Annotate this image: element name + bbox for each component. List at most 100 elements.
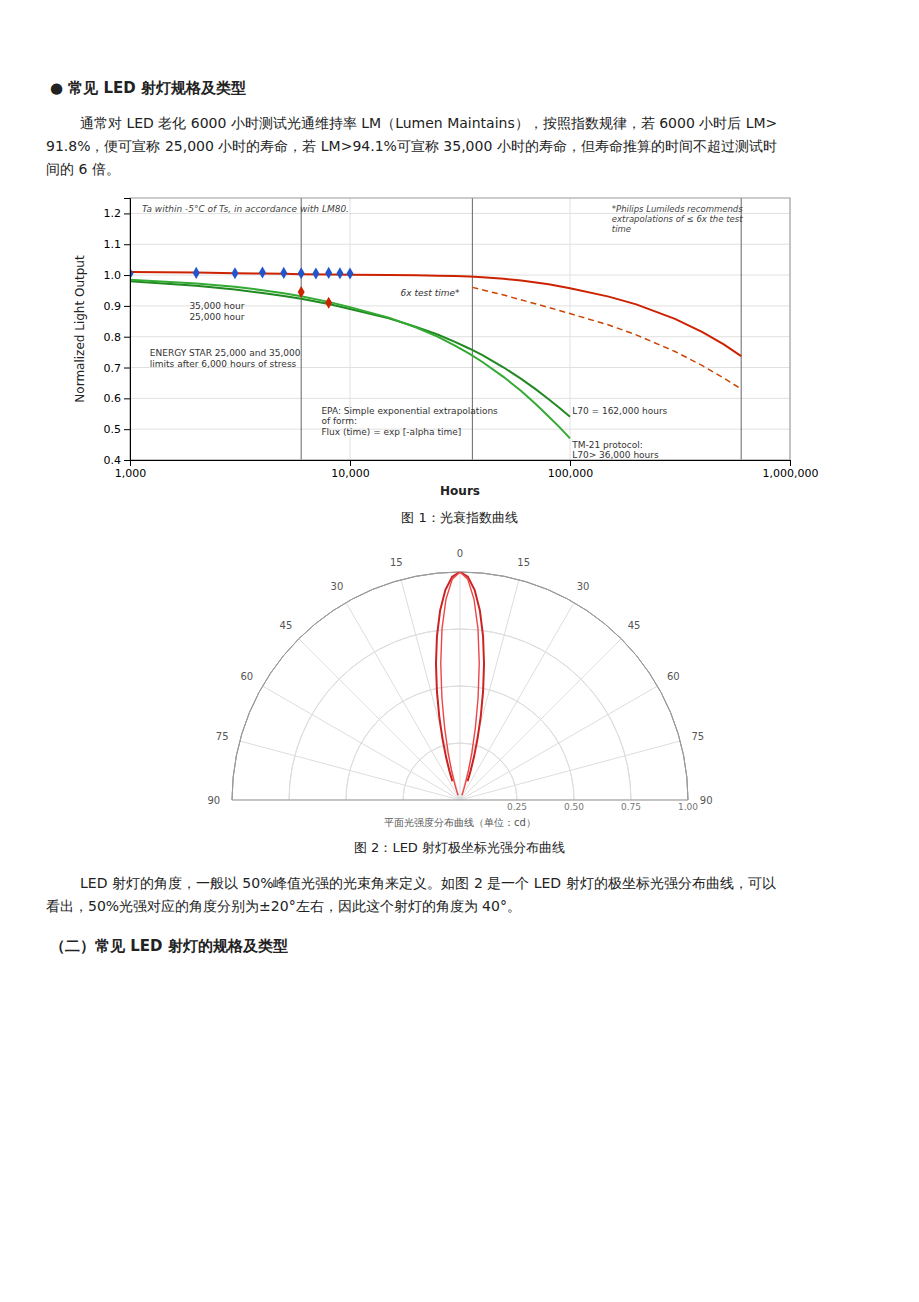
tick-label: 0.7 [104,362,122,375]
tick-label: 1.00 [678,802,698,812]
heading: ● 常见 LED 射灯规格及类型 [50,79,246,97]
grid-spoke [263,686,460,800]
tick-mark [124,337,130,338]
tick-label: 60 [667,671,680,682]
polar-line [441,572,479,795]
tick-label: 60 [240,671,253,682]
grid-line-y [130,336,790,337]
line-series [130,280,570,439]
scatter-point [347,267,354,279]
paragraph-line: 间的 6 倍。 [46,161,120,177]
section-title: （二）常见 LED 射灯的规格及类型 [50,937,288,955]
tick-label: 0.75 [621,802,641,812]
axis-title: 平面光强度分布曲线（单位：cd） [384,817,536,828]
radial-axis: 0.250.500.751.00 [507,802,698,812]
grid [232,572,688,800]
plot-area [436,572,484,795]
tick: 0.9 [104,300,131,313]
tick-label: 30 [331,581,344,592]
tick-label: 0.8 [104,331,122,344]
grid-line-x [570,198,571,460]
tick-label: 1,000,000 [763,467,819,480]
tick: 0.7 [104,362,131,375]
chart-caption: 图 1：光衰指数曲线 [401,510,517,525]
tick-label: 0 [457,548,463,559]
tick-label: 15 [390,557,403,568]
grid-spoke [460,741,680,800]
tick-mark [350,460,351,466]
tick-mark [124,275,130,276]
paragraph-line: 通常对 LED 老化 6000 小时测试光通维持率 LM（Lumen Maint… [80,115,777,131]
plot-area [130,198,741,460]
scatter-point [312,267,319,279]
reference-line [301,198,302,460]
tick-label: 1.1 [104,238,122,251]
tick-mark [124,306,130,307]
tick: 0.5 [104,423,131,436]
line-series [130,272,741,356]
paragraph-line: 看出，50%光强对应的角度分别为±20°左右，因此这个射灯的角度为 40°。 [46,898,521,914]
tick-label: 45 [628,620,641,631]
annotation: 6x test time* [401,288,460,298]
x-axis: 1,000 10,000 100,000 1,000,000 [115,460,819,480]
plot-frame [130,198,790,460]
tick: 0.8 [104,331,131,344]
tick-label: 1,000 [115,467,147,480]
chart-caption: 图 2：LED 射灯极坐标光强分布曲线 [354,840,565,855]
grid-spoke [460,572,461,800]
annotation: *Philips Lumileds recommendsextrapolatio… [612,204,743,234]
tick: 1.2 [104,207,131,220]
scatter-point [336,267,343,279]
reference-line [472,198,473,460]
polar-chart: 90756045301501530456075900.250.500.751.0… [207,548,712,828]
annotation: 35,000 hour25,000 hour [189,301,244,322]
tick-label: 90 [700,795,713,806]
page: ● 常见 LED 射灯规格及类型通常对 LED 老化 6000 小时测试光通维持… [0,0,919,1302]
tick-label: 0.6 [104,392,122,405]
grid-line-y [130,398,790,399]
tick-label: 0.4 [104,454,122,467]
scatter-point [325,267,332,279]
scatter-point [193,267,200,279]
tick: 100,000 [548,460,594,480]
tick-label: 45 [280,620,293,631]
tick-label: 30 [577,581,590,592]
tick-label: 1.0 [104,269,122,282]
annotations: Ta within -5°C of Ts, in accordance with… [142,204,743,461]
annotation: EPA: Simple exponential extrapolationsof… [321,406,498,438]
tick-label: 10,000 [331,467,370,480]
annotation: TM-21 protocol:L70> 36,000 hours [571,440,659,461]
tick-label: 0.5 [104,423,122,436]
tick: 10,000 [331,460,370,480]
scatter-point [325,297,332,309]
tick-label: 0.9 [104,300,122,313]
axis-line [131,461,791,467]
reference-line [741,198,742,460]
tick-label: 1.2 [104,207,122,220]
grid-arc [232,572,688,800]
tick: 0.6 [104,392,131,405]
scatter-point [298,267,305,279]
tick-mark [124,368,130,369]
tick-label: 0.25 [507,802,527,812]
grid-spoke [460,686,657,800]
tick-label: 90 [207,795,220,806]
polar-line [436,572,484,781]
tick: 0.4 [104,454,131,467]
line-series [472,287,741,389]
tick-label: 100,000 [548,467,594,480]
tick: 1,000,000 [763,460,819,480]
grid-line-y [130,244,790,245]
tick-label: 75 [216,731,229,742]
tick: 1.0 [104,269,131,282]
paragraph-line: 91.8%，便可宣称 25,000 小时的寿命，若 LM>94.1%可宣称 35… [46,138,777,154]
angle-axis: 90 75 60 45 30 15 0 15 30 45 60 75 90 [207,548,712,805]
scatter-point [231,267,238,279]
y-axis: 0.4 0.5 0.6 0.7 0.8 0.9 1.0 1.1 1.2 [104,199,131,468]
tick-mark [790,460,791,466]
grid [130,198,790,460]
tick-label: 15 [517,557,530,568]
tick-label: 75 [691,731,704,742]
chart: 1,00010,000100,0001,000,0000.40.50.60.70… [73,198,818,498]
scatter-point [280,267,287,279]
